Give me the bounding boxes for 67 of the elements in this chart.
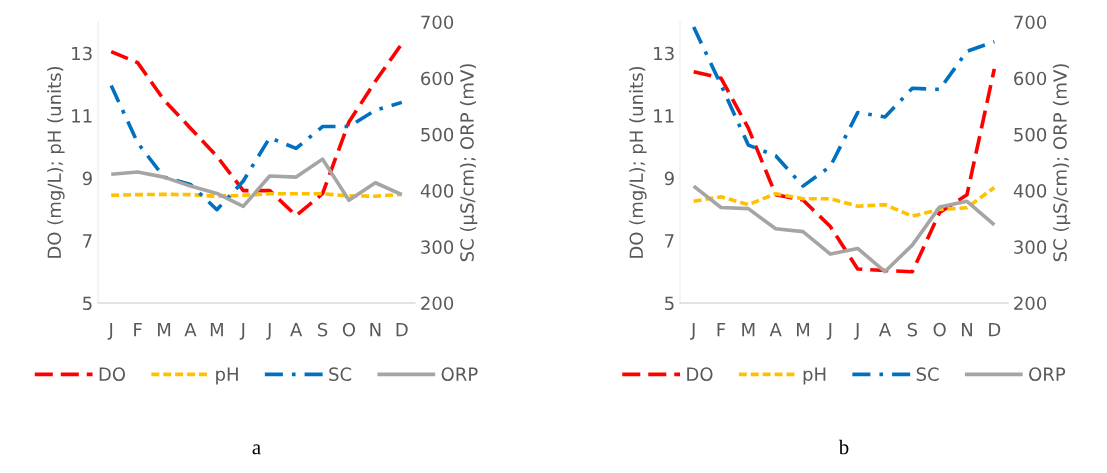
x-tick-label: N (962, 323, 972, 337)
legend-label: pH (803, 367, 826, 385)
y-tick-label: 5 (665, 296, 674, 311)
x-tick-label: M (742, 323, 755, 337)
y2-tick-label: 400 (420, 184, 454, 198)
y-axis-title: DO (mg/L); pH (units) (47, 66, 65, 258)
y-tick-label: 9 (664, 171, 674, 186)
x-tick-label: J (239, 323, 245, 340)
y2-tick-label: 700 (1014, 15, 1047, 30)
x-tick-label: A (878, 323, 892, 337)
y-tick-label: 7 (83, 234, 92, 248)
x-tick-label: A (184, 323, 197, 337)
x-tick-label: F (134, 323, 142, 337)
x-tick-label: A (290, 323, 303, 337)
y2-axis-title: SC (µS/cm); ORP (mV) (459, 64, 478, 262)
legend-label: ORP (1029, 367, 1066, 381)
x-tick-label: J (826, 323, 832, 340)
text: a (252, 444, 261, 455)
y2-tick-label: 300 (1014, 240, 1047, 254)
x-tick-label: J (266, 323, 271, 340)
line-series (691, 25, 997, 188)
x-tick-label: J (854, 323, 859, 340)
x-tick-label: A (769, 323, 782, 337)
y2-tick-label: 600 (1014, 71, 1047, 86)
legend-label: pH (216, 367, 238, 385)
y2-tick-label: 300 (421, 240, 454, 254)
y2-tick-label: 700 (421, 15, 454, 30)
text: b (838, 439, 849, 455)
x-tick-label: F (717, 323, 726, 337)
y2-axis-title: SC (µS/cm); ORP (mV) (1052, 64, 1071, 262)
x-tick-label: D (396, 323, 408, 337)
x-tick-label: M (210, 323, 223, 337)
x-tick-label: M (796, 323, 810, 337)
y2-tick-label: 200 (1014, 296, 1047, 311)
line-series (109, 83, 404, 212)
y-tick-label: 13 (72, 46, 92, 61)
x-tick-label: J (107, 323, 113, 340)
y-tick-label: 5 (83, 296, 92, 311)
legend-label: ORP (441, 367, 478, 381)
y-tick-label: 9 (82, 171, 92, 186)
x-tick-label: J (690, 323, 695, 340)
y2-tick-label: 400 (1013, 184, 1047, 198)
legend-label: DO (687, 367, 713, 381)
x-tick-label: S (318, 322, 328, 337)
y2-tick-label: 600 (421, 71, 454, 86)
x-tick-label: S (907, 322, 918, 337)
y2-tick-label: 500 (1014, 127, 1047, 142)
y-tick-label: 11 (72, 109, 92, 123)
y2-tick-label: 200 (421, 296, 454, 311)
y-axis-title: DO (mg/L); pH (units) (629, 66, 647, 258)
x-tick-label: D (989, 323, 1001, 337)
line-series (109, 42, 404, 218)
x-tick-label: M (158, 323, 171, 337)
y2-tick-label: 500 (421, 127, 454, 142)
x-tick-label: O (933, 322, 946, 337)
line-series (691, 185, 997, 219)
line-series (691, 67, 997, 274)
legend-label: DO (99, 367, 126, 381)
x-tick-label: O (342, 322, 356, 337)
line-series (691, 184, 997, 274)
y-tick-label: 11 (654, 109, 674, 123)
line-series (109, 157, 404, 209)
y-tick-label: 13 (654, 46, 674, 61)
x-tick-label: N (370, 323, 381, 337)
legend-label: SC (916, 367, 939, 381)
legend-label: SC (329, 367, 352, 381)
y-tick-label: 7 (665, 234, 674, 248)
